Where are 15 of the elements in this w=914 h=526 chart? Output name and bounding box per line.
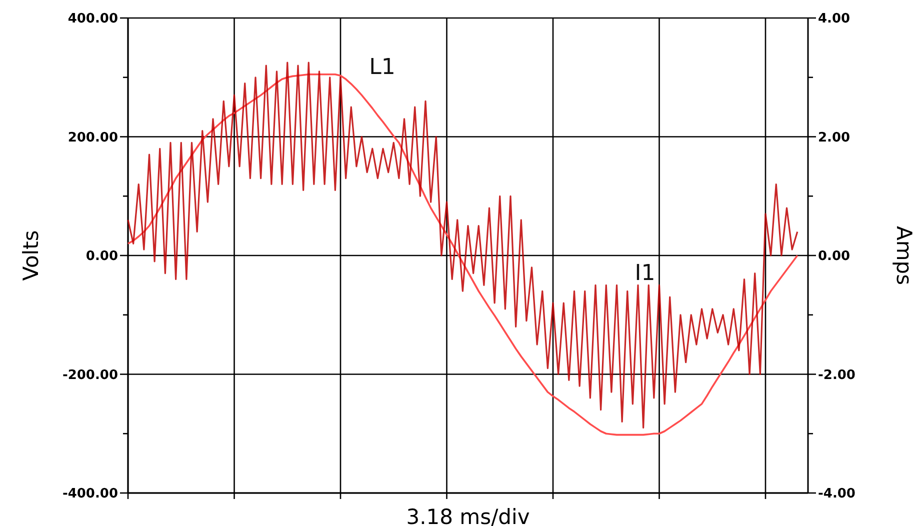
x-axis-title: 3.18 ms/div <box>406 505 530 526</box>
y2-tick-label: -2.00 <box>818 368 856 383</box>
y-tick-label: 400.00 <box>68 12 118 27</box>
series-label: L1 <box>369 54 396 80</box>
y2-tick-label: 2.00 <box>818 130 850 146</box>
y2-tick-label: 0.00 <box>818 249 850 264</box>
y-tick-label: 0.00 <box>86 249 118 264</box>
series-label: I1 <box>634 261 656 286</box>
y-tick-label: 200.00 <box>68 130 118 146</box>
y-tick-label: -200.00 <box>62 368 118 383</box>
y2-axis-title: Amps <box>892 226 914 286</box>
y-tick-label: -400.00 <box>62 486 118 502</box>
y2-tick-label: -4.00 <box>818 486 856 502</box>
y-axis-title: Volts <box>19 230 43 281</box>
y2-tick-label: 4.00 <box>818 12 850 27</box>
